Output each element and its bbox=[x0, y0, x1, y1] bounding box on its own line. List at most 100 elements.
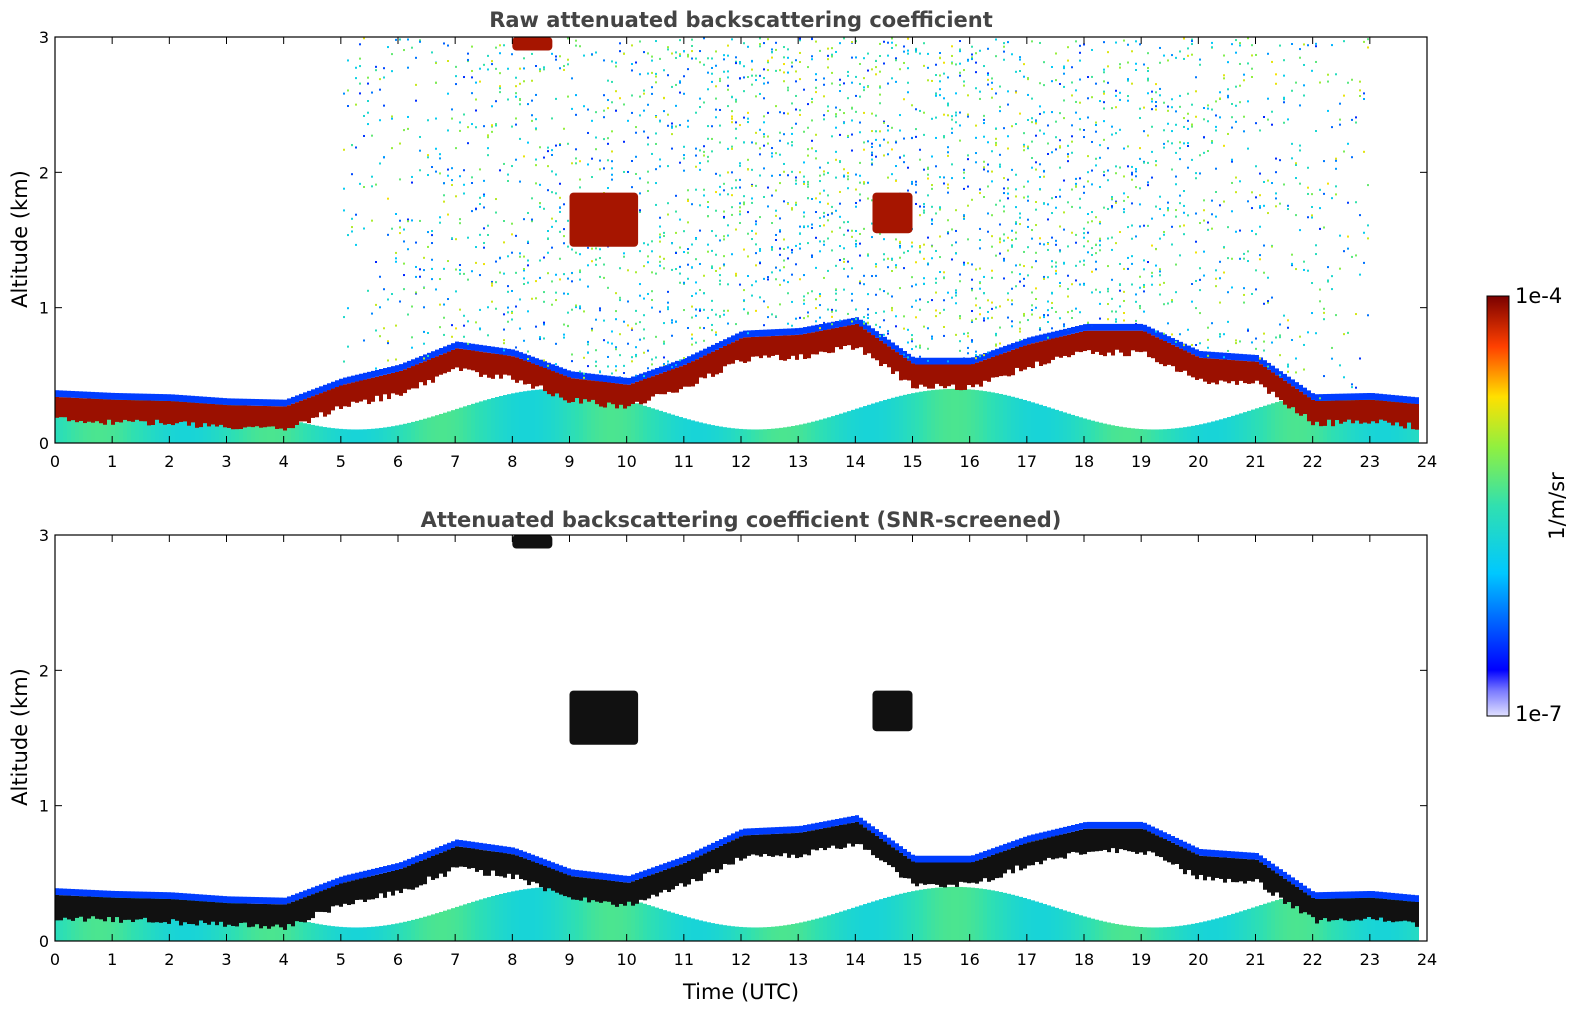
boundary-layer-cell bbox=[71, 397, 75, 421]
aerosol-cell bbox=[819, 917, 823, 941]
noise-speck bbox=[631, 327, 633, 330]
noise-speck bbox=[915, 47, 917, 50]
noise-speck bbox=[1263, 302, 1265, 305]
noise-speck bbox=[1199, 278, 1201, 281]
noise-speck bbox=[579, 160, 581, 163]
noise-speck bbox=[1051, 111, 1053, 114]
aerosol-cell bbox=[1119, 924, 1123, 941]
noise-speck bbox=[847, 178, 849, 181]
noise-speck bbox=[1159, 270, 1161, 273]
noise-speck bbox=[659, 233, 661, 236]
noise-speck bbox=[803, 88, 805, 91]
boundary-layer-cell bbox=[223, 902, 227, 927]
noise-speck bbox=[571, 77, 573, 80]
noise-speck bbox=[575, 39, 577, 42]
boundary-layer-cell bbox=[1223, 359, 1227, 382]
noise-speck bbox=[639, 192, 641, 195]
noise-speck bbox=[507, 98, 509, 101]
noise-speck bbox=[1363, 231, 1365, 234]
noise-speck bbox=[1147, 184, 1149, 187]
noise-speck bbox=[1211, 41, 1213, 44]
aerosol-cell bbox=[1127, 925, 1131, 941]
boundary-layer-cell bbox=[1031, 343, 1035, 369]
noise-speck bbox=[759, 249, 761, 252]
noise-speck bbox=[1239, 229, 1241, 232]
noise-speck bbox=[563, 242, 565, 245]
noise-speck bbox=[735, 98, 737, 101]
noise-speck bbox=[895, 57, 897, 60]
noise-speck bbox=[1171, 142, 1173, 145]
aerosol-cell bbox=[603, 892, 607, 941]
layer-edge-cell bbox=[899, 846, 903, 853]
noise-speck bbox=[719, 274, 721, 277]
noise-speck bbox=[1087, 251, 1089, 254]
noise-speck bbox=[967, 59, 969, 62]
boundary-layer-cell bbox=[103, 897, 107, 922]
layer-edge-cell bbox=[55, 390, 59, 397]
noise-speck bbox=[1363, 92, 1365, 95]
noise-speck bbox=[723, 216, 725, 219]
boundary-layer-cell bbox=[231, 903, 235, 926]
aerosol-cell bbox=[795, 425, 799, 443]
aerosol-cell bbox=[867, 902, 871, 941]
boundary-layer-cell bbox=[415, 364, 419, 389]
noise-speck bbox=[1103, 101, 1105, 104]
layer-edge-cell bbox=[835, 320, 839, 328]
layer-edge-cell bbox=[127, 891, 131, 899]
aerosol-cell bbox=[887, 398, 891, 443]
layer-edge-cell bbox=[87, 391, 91, 399]
aerosol-cell bbox=[783, 925, 787, 941]
noise-speck bbox=[555, 192, 557, 195]
noise-speck bbox=[719, 108, 721, 111]
layer-edge-cell bbox=[443, 346, 447, 354]
noise-speck bbox=[851, 229, 853, 232]
noise-speck bbox=[1011, 229, 1013, 232]
noise-speck bbox=[831, 315, 833, 318]
boundary-layer-cell bbox=[543, 866, 547, 892]
aerosol-cell bbox=[335, 926, 339, 941]
boundary-layer-cell bbox=[275, 406, 279, 429]
aerosol-cell bbox=[915, 392, 919, 443]
noise-speck bbox=[415, 291, 417, 294]
noise-speck bbox=[839, 190, 841, 193]
boundary-layer-cell bbox=[327, 390, 331, 415]
noise-speck bbox=[1175, 340, 1177, 343]
noise-speck bbox=[979, 192, 981, 195]
noise-speck bbox=[1027, 118, 1029, 121]
noise-speck bbox=[1071, 124, 1073, 127]
boundary-layer-cell bbox=[219, 902, 223, 922]
noise-speck bbox=[1159, 207, 1161, 210]
layer-edge-cell bbox=[655, 367, 659, 375]
layer-edge-cell bbox=[339, 876, 343, 884]
noise-speck bbox=[1355, 254, 1357, 257]
noise-speck bbox=[1299, 56, 1301, 59]
noise-speck bbox=[1003, 58, 1005, 61]
noise-speck bbox=[999, 223, 1001, 226]
noise-speck bbox=[1311, 69, 1313, 72]
noise-speck bbox=[1059, 112, 1061, 115]
layer-edge-cell bbox=[1075, 824, 1079, 831]
boundary-layer-cell bbox=[755, 834, 759, 856]
noise-speck bbox=[643, 242, 645, 245]
noise-speck bbox=[663, 267, 665, 270]
boundary-layer-cell bbox=[1067, 832, 1071, 854]
layer-edge-cell bbox=[963, 855, 967, 863]
noise-speck bbox=[763, 144, 765, 147]
noise-speck bbox=[651, 271, 653, 274]
boundary-layer-cell bbox=[691, 361, 695, 387]
layer-edge-cell bbox=[639, 373, 643, 381]
layer-edge-cell bbox=[307, 888, 311, 896]
noise-speck bbox=[807, 185, 809, 188]
noise-speck bbox=[1231, 181, 1233, 184]
layer-edge-cell bbox=[231, 398, 235, 406]
noise-speck bbox=[823, 240, 825, 243]
noise-speck bbox=[1127, 61, 1129, 64]
noise-speck bbox=[1059, 281, 1061, 284]
noise-speck bbox=[751, 201, 753, 204]
noise-speck bbox=[687, 277, 689, 280]
noise-speck bbox=[1279, 323, 1281, 326]
noise-speck bbox=[767, 38, 769, 41]
layer-edge-cell bbox=[1147, 824, 1151, 832]
layer-edge-cell bbox=[311, 887, 315, 895]
noise-speck bbox=[671, 125, 673, 128]
